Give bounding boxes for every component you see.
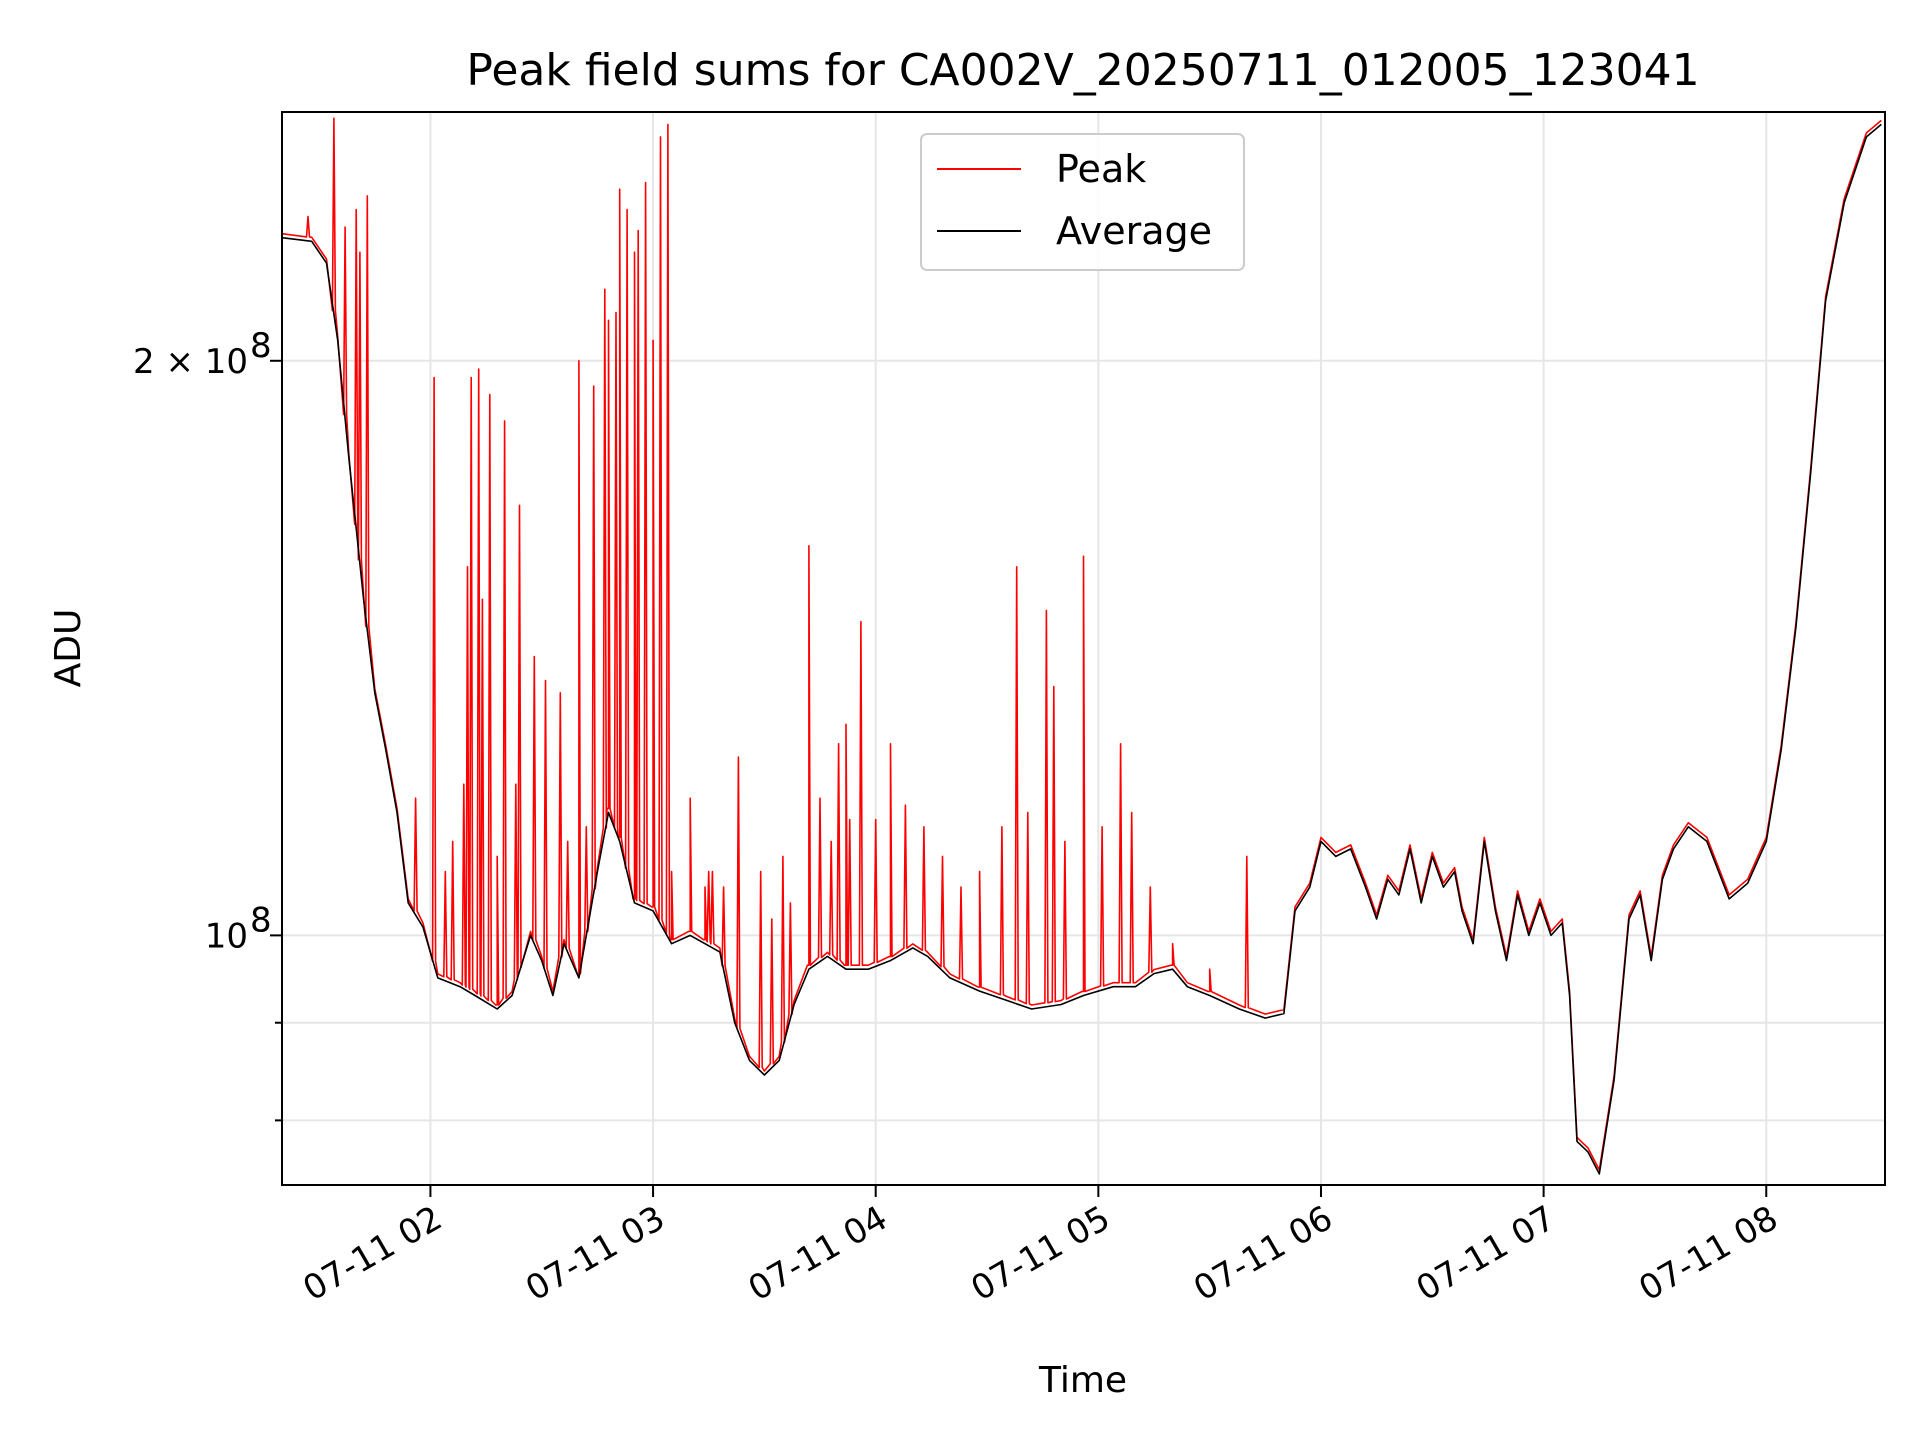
x-tick-label: 07-11 03 bbox=[519, 1198, 671, 1309]
y-axis-label: ADU bbox=[48, 609, 89, 688]
y-tick-exponent: 8 bbox=[250, 326, 272, 366]
plot-frame bbox=[281, 111, 1886, 1186]
x-tick-label: 07-11 04 bbox=[742, 1198, 894, 1309]
legend-label: Peak bbox=[1056, 147, 1146, 191]
legend: Peak Average bbox=[920, 133, 1245, 271]
y-tick-label: 2 × 10 bbox=[133, 342, 248, 382]
x-tick-label: 07-11 08 bbox=[1632, 1198, 1784, 1309]
series-peak-line bbox=[281, 117, 1882, 1171]
y-axis: 2 × 10 810 8 bbox=[133, 326, 282, 1122]
chart-title: Peak field sums for CA002V_20250711_0120… bbox=[466, 45, 1699, 96]
series-layer bbox=[281, 117, 1882, 1175]
x-tick-label: 07-11 05 bbox=[964, 1198, 1116, 1309]
x-axis-label: Time bbox=[1038, 1360, 1127, 1401]
legend-label: Average bbox=[1056, 209, 1212, 253]
y-tick-exponent: 8 bbox=[250, 900, 272, 940]
x-tick-label: 07-11 06 bbox=[1187, 1198, 1339, 1309]
x-tick-label: 07-11 07 bbox=[1410, 1198, 1562, 1309]
y-tick-label: 10 bbox=[205, 916, 248, 956]
x-axis: 07-11 02 07-11 03 07-11 04 07-11 05 07-11 06… bbox=[297, 1185, 1785, 1309]
series-average-line bbox=[281, 123, 1882, 1175]
x-tick-label: 07-11 02 bbox=[297, 1198, 449, 1309]
